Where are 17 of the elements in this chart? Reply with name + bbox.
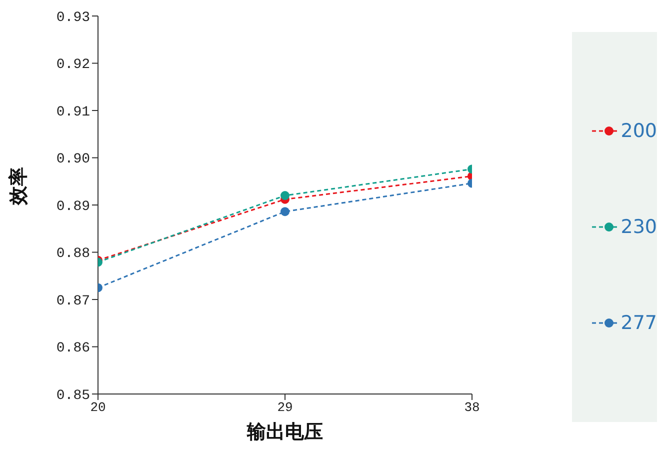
y-tick-label: 0.91: [56, 104, 90, 120]
y-axis-title: 效率: [8, 167, 30, 206]
y-tick-label: 0.87: [56, 293, 90, 310]
y-tick-label: 0.89: [56, 198, 90, 215]
x-axis-title: 输出电压: [246, 421, 323, 443]
y-tick-label: 0.86: [56, 340, 90, 357]
y-tick-label: 0.85: [56, 388, 90, 404]
x-tick-label: 29: [277, 400, 293, 416]
x-tick-label: 20: [90, 400, 106, 416]
x-tick-label: 38: [464, 400, 480, 416]
y-tick-label: 0.90: [56, 152, 90, 168]
legend-label: 277: [620, 312, 657, 334]
y-tick-label: 0.92: [56, 57, 90, 74]
legend-label: 230: [620, 216, 657, 238]
y-tick-label: 0.88: [56, 246, 90, 262]
y-tick-label: 0.93: [56, 10, 90, 26]
legend-label: 200: [620, 120, 657, 142]
